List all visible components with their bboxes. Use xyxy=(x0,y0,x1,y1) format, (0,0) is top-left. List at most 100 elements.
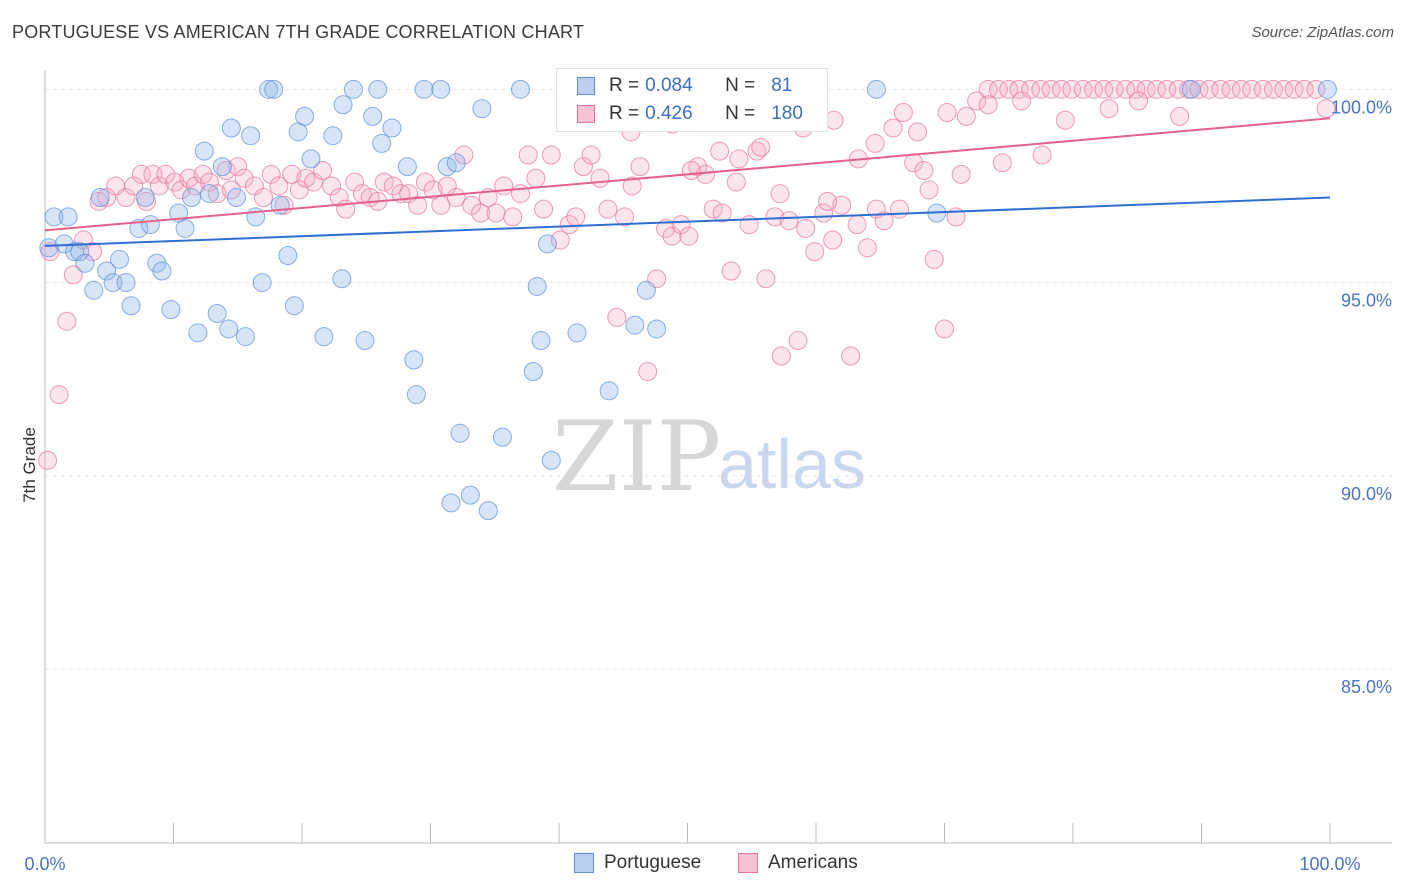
y-tick-label: 100.0% xyxy=(1331,97,1392,117)
point-portuguese xyxy=(537,234,557,254)
point-portuguese xyxy=(372,133,392,153)
point-americans xyxy=(207,184,227,204)
point-americans xyxy=(1084,79,1104,99)
point-americans xyxy=(638,361,658,381)
point-portuguese xyxy=(284,296,304,316)
point-portuguese xyxy=(625,315,645,335)
point-americans xyxy=(765,207,785,227)
point-americans xyxy=(988,79,1008,99)
point-americans xyxy=(607,307,627,327)
point-americans xyxy=(1294,79,1314,99)
point-americans xyxy=(228,157,248,177)
point-americans xyxy=(199,172,219,192)
point-portuguese xyxy=(368,79,388,99)
point-americans xyxy=(908,122,928,142)
point-portuguese xyxy=(181,188,201,208)
point-americans xyxy=(57,311,77,331)
point-portuguese xyxy=(84,280,104,300)
point-americans xyxy=(779,211,799,231)
point-portuguese xyxy=(161,300,181,320)
point-americans xyxy=(712,203,732,223)
point-portuguese xyxy=(70,242,90,262)
point-americans xyxy=(1129,91,1149,111)
point-portuguese xyxy=(1181,79,1201,99)
y-tick-label: 85.0% xyxy=(1341,677,1392,697)
point-portuguese xyxy=(866,79,886,99)
point-portuguese xyxy=(207,303,227,323)
bottom-legend-label: Portuguese xyxy=(604,852,702,873)
point-portuguese xyxy=(295,106,315,126)
point-americans xyxy=(967,91,987,111)
point-portuguese xyxy=(510,79,530,99)
point-portuguese xyxy=(599,381,619,401)
point-americans xyxy=(681,160,701,180)
y-tick-label: 95.0% xyxy=(1341,291,1392,311)
point-americans xyxy=(1211,79,1231,99)
point-americans xyxy=(282,164,302,184)
point-americans xyxy=(1253,79,1273,99)
point-americans xyxy=(874,211,894,231)
point-americans xyxy=(573,157,593,177)
point-portuguese xyxy=(259,79,279,99)
point-americans xyxy=(751,137,771,157)
point-portuguese xyxy=(460,485,480,505)
point-portuguese xyxy=(431,79,451,99)
point-americans xyxy=(1306,79,1326,99)
point-portuguese xyxy=(175,218,195,238)
point-portuguese xyxy=(636,280,656,300)
point-americans xyxy=(729,149,749,169)
point-americans xyxy=(622,176,642,196)
point-americans xyxy=(999,79,1019,99)
point-americans xyxy=(847,215,867,235)
watermark-atlas: atlas xyxy=(718,425,866,503)
point-portuguese xyxy=(129,218,149,238)
point-portuguese xyxy=(355,331,375,351)
point-americans xyxy=(630,157,650,177)
point-portuguese xyxy=(531,331,551,351)
point-americans xyxy=(726,172,746,192)
point-americans xyxy=(747,141,767,161)
point-americans xyxy=(253,188,273,208)
point-americans xyxy=(721,261,741,281)
point-americans xyxy=(1284,79,1304,99)
bottom-legend-americans: Americans xyxy=(738,852,858,874)
point-portuguese xyxy=(523,361,543,381)
point-americans xyxy=(193,164,213,184)
point-portuguese xyxy=(647,319,667,339)
legend-row-americans: R = 0.426 N = 180 xyxy=(577,101,803,127)
point-portuguese xyxy=(492,427,512,447)
point-portuguese xyxy=(301,149,321,169)
point-portuguese xyxy=(140,215,160,235)
point-portuguese xyxy=(382,118,402,138)
y-axis-label: 7th Grade xyxy=(20,427,39,503)
point-portuguese xyxy=(221,118,241,138)
point-americans xyxy=(756,269,776,289)
point-portuguese xyxy=(314,327,334,347)
point-americans xyxy=(615,207,635,227)
point-americans xyxy=(992,153,1012,173)
point-americans xyxy=(1012,91,1032,111)
point-americans xyxy=(124,176,144,196)
stats-legend: R = 0.084 N = 81 R = 0.426 N = 180 xyxy=(556,68,828,132)
watermark-zip: ZIP xyxy=(552,401,721,513)
point-portuguese xyxy=(264,79,284,99)
point-americans xyxy=(149,176,169,196)
bottom-legend-label: Americans xyxy=(768,852,858,873)
point-americans xyxy=(261,164,281,184)
tick-labels: 100.0% 95.0% 90.0% 85.0% 0.0% 100.0% xyxy=(24,97,1392,874)
point-portuguese xyxy=(58,207,78,227)
point-portuguese xyxy=(90,188,110,208)
bottom-legend-portuguese: Portuguese xyxy=(574,852,701,874)
point-americans xyxy=(1099,99,1119,119)
point-portuguese xyxy=(343,79,363,99)
point-americans xyxy=(893,103,913,123)
legend-n-label: N = xyxy=(725,75,756,96)
point-portuguese xyxy=(199,184,219,204)
point-americans xyxy=(771,346,791,366)
point-americans xyxy=(590,168,610,188)
point-portuguese xyxy=(39,238,59,258)
point-portuguese xyxy=(414,79,434,99)
y-tick-label: 90.0% xyxy=(1341,484,1392,504)
point-portuguese xyxy=(110,249,130,269)
